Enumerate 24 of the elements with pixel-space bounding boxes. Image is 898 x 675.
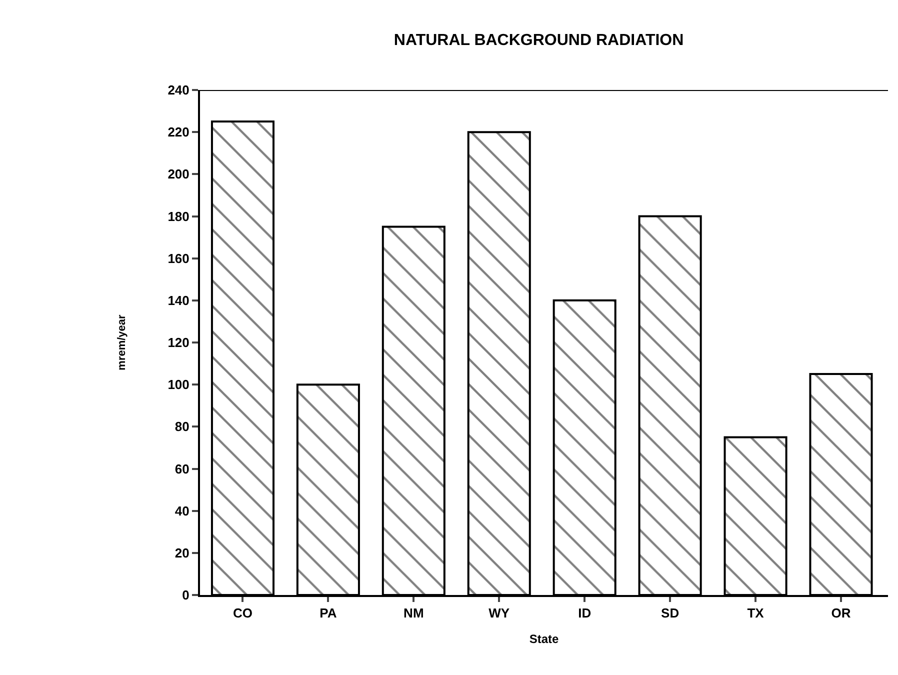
y-tick-label: 140 <box>168 292 190 308</box>
x-tick-label: TX <box>747 606 764 621</box>
y-tick-label: 220 <box>168 124 190 140</box>
y-tick-label: 40 <box>174 503 190 518</box>
x-tick-label: WY <box>488 606 510 621</box>
x-tick-label: CO <box>232 606 252 621</box>
x-tick-label: NM <box>404 606 424 621</box>
y-axis-title: mrem/year <box>116 314 128 370</box>
y-tick-label: 20 <box>174 545 190 560</box>
x-axis-title: State <box>529 632 559 646</box>
y-tick-label: 200 <box>168 166 190 182</box>
y-tick-label: 180 <box>168 208 190 224</box>
y-tick-label: 80 <box>174 419 190 434</box>
y-tick-label: 100 <box>168 377 190 392</box>
y-tick-label: 160 <box>168 250 190 266</box>
x-tick-label: PA <box>320 606 338 621</box>
x-tick-label: ID <box>578 606 592 621</box>
x-tick-label: OR <box>831 606 852 621</box>
x-tick-label: SD <box>661 606 680 621</box>
y-tick-label: 120 <box>168 335 190 350</box>
y-tick-label: 0 <box>182 588 190 603</box>
y-tick-label: 240 <box>168 82 190 98</box>
y-tick-label: 60 <box>174 461 190 476</box>
chart-title: NATURAL BACKGROUND RADIATION <box>394 32 684 49</box>
